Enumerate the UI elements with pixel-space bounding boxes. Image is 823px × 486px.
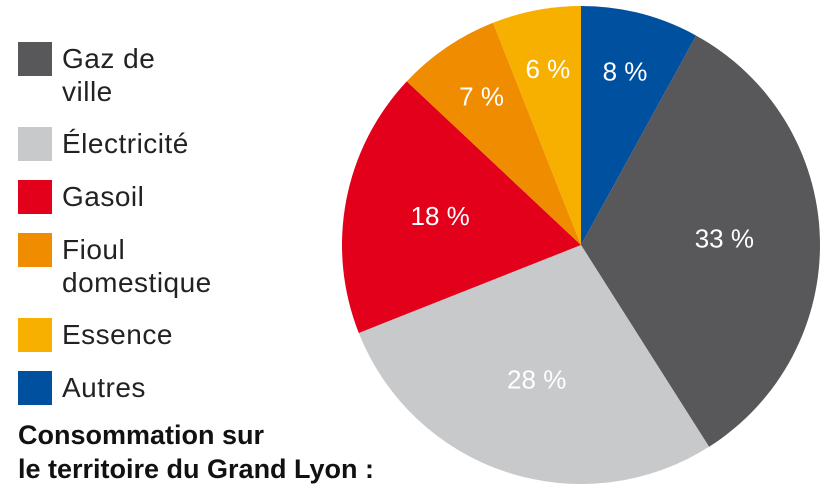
slice-label: 6 % xyxy=(525,54,570,84)
slice-label: 8 % xyxy=(603,57,648,87)
legend-label: Gasoil xyxy=(62,181,145,212)
title-line: le territoire du Grand Lyon : xyxy=(18,454,375,484)
legend-swatch xyxy=(18,233,52,267)
pie-slice xyxy=(342,81,581,333)
legend-item: Gaz de ville xyxy=(18,42,218,108)
legend-swatch xyxy=(18,180,52,214)
slice-label: 28 % xyxy=(507,364,566,394)
legend: Gaz de ville Électricité Gasoil Fioul domes… xyxy=(18,42,218,424)
legend-label: Fioul domestique xyxy=(62,234,212,298)
legend-swatch xyxy=(18,42,52,76)
slice-label: 33 % xyxy=(695,223,754,253)
pie-slice xyxy=(406,22,581,246)
legend-item: Électricité xyxy=(18,127,218,161)
title-line: Consommation sur xyxy=(18,420,265,450)
pie-slice xyxy=(581,35,820,447)
legend-label: Électricité xyxy=(62,128,189,159)
legend-label: Essence xyxy=(62,319,173,350)
legend-label: Gaz de ville xyxy=(62,43,156,107)
legend-label: Autres xyxy=(62,372,146,403)
pie-slice xyxy=(581,6,697,245)
legend-item: Autres xyxy=(18,371,218,405)
legend-swatch xyxy=(18,318,52,352)
legend-swatch xyxy=(18,127,52,161)
legend-swatch xyxy=(18,371,52,405)
pie-slice xyxy=(493,6,581,245)
legend-item: Fioul domestique xyxy=(18,233,218,299)
slice-label: 7 % xyxy=(459,82,504,112)
legend-item: Essence xyxy=(18,318,218,352)
chart-title: Consommation sur le territoire du Grand … xyxy=(18,418,374,486)
legend-item: Gasoil xyxy=(18,180,218,214)
slice-label: 18 % xyxy=(411,201,470,231)
pie-slice xyxy=(358,245,710,484)
